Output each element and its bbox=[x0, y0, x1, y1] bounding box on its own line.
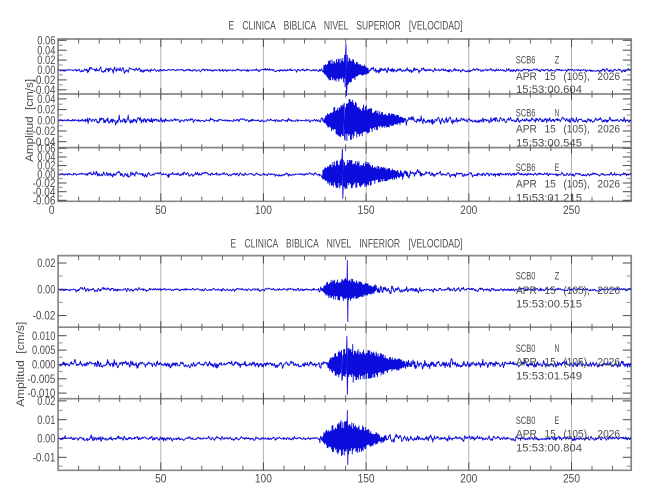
svg-text:15:53:00.545: 15:53:00.545 bbox=[516, 137, 582, 149]
svg-text:SCB6: SCB6 bbox=[516, 54, 536, 66]
svg-text:N: N bbox=[555, 107, 560, 119]
svg-text:0.04: 0.04 bbox=[37, 92, 55, 106]
svg-text:200: 200 bbox=[460, 471, 477, 485]
svg-text:Z: Z bbox=[555, 54, 560, 66]
svg-text:APR 15 (105), 2026: APR 15 (105), 2026 bbox=[516, 357, 620, 369]
svg-text:0.00: 0.00 bbox=[37, 167, 55, 181]
svg-text:SCB0: SCB0 bbox=[516, 415, 536, 427]
svg-text:Z: Z bbox=[555, 270, 560, 282]
svg-text:APR 15 (105), 2026: APR 15 (105), 2026 bbox=[516, 124, 620, 136]
svg-text:0.00: 0.00 bbox=[37, 63, 55, 77]
svg-text:0.04: 0.04 bbox=[37, 150, 55, 164]
svg-text:-0.02: -0.02 bbox=[33, 176, 56, 190]
svg-text:0.06: 0.06 bbox=[37, 141, 55, 155]
svg-text:15:53:00.804: 15:53:00.804 bbox=[516, 442, 582, 454]
svg-text:15:53:01.215: 15:53:01.215 bbox=[516, 193, 582, 205]
svg-text:15:53:00.604: 15:53:00.604 bbox=[516, 84, 582, 96]
svg-text:100: 100 bbox=[255, 203, 272, 217]
svg-text:150: 150 bbox=[358, 203, 375, 217]
svg-text:E: E bbox=[555, 162, 560, 174]
svg-text:200: 200 bbox=[460, 203, 477, 217]
svg-text:15:53:00.515: 15:53:00.515 bbox=[516, 299, 582, 311]
svg-text:0.005: 0.005 bbox=[32, 343, 56, 357]
svg-text:0.000: 0.000 bbox=[32, 358, 56, 372]
svg-text:SCB0: SCB0 bbox=[516, 270, 536, 282]
svg-text:100: 100 bbox=[255, 471, 272, 485]
svg-text:APR 15 (105), 2026: APR 15 (105), 2026 bbox=[516, 71, 620, 83]
svg-text:0.02: 0.02 bbox=[37, 159, 55, 173]
svg-text:SCB0: SCB0 bbox=[516, 343, 536, 355]
svg-text:0.04: 0.04 bbox=[37, 43, 55, 57]
svg-text:0.01: 0.01 bbox=[37, 413, 55, 427]
svg-text:-0.01: -0.01 bbox=[33, 450, 56, 464]
svg-text:SCB6: SCB6 bbox=[516, 107, 536, 119]
svg-text:-0.005: -0.005 bbox=[27, 372, 55, 386]
svg-text:E CLINICA BIBLICA NIVEL INFERI: E CLINICA BIBLICA NIVEL INFERIOR [VELOCI… bbox=[231, 239, 463, 251]
svg-text:0.00: 0.00 bbox=[37, 282, 55, 296]
svg-text:Amplitud [cm/s]: Amplitud [cm/s] bbox=[15, 322, 27, 407]
svg-text:0.00: 0.00 bbox=[37, 432, 55, 446]
svg-text:0.02: 0.02 bbox=[37, 103, 55, 117]
svg-text:APR 15 (105), 2026: APR 15 (105), 2026 bbox=[516, 429, 620, 441]
svg-text:0.02: 0.02 bbox=[37, 53, 55, 67]
svg-text:SCB6: SCB6 bbox=[516, 162, 536, 174]
svg-text:-0.04: -0.04 bbox=[33, 83, 56, 97]
svg-text:APR 15 (105), 2026: APR 15 (105), 2026 bbox=[516, 285, 620, 297]
svg-text:-0.010: -0.010 bbox=[27, 386, 55, 400]
svg-text:-0.02: -0.02 bbox=[33, 124, 56, 138]
svg-text:250: 250 bbox=[563, 203, 580, 217]
svg-text:E: E bbox=[555, 415, 560, 427]
svg-text:0.010: 0.010 bbox=[32, 329, 56, 343]
svg-text:-0.06: -0.06 bbox=[33, 193, 56, 207]
svg-text:50: 50 bbox=[155, 203, 167, 217]
svg-text:15:53:01.549: 15:53:01.549 bbox=[516, 370, 582, 382]
svg-text:0.02: 0.02 bbox=[37, 256, 55, 270]
svg-text:0: 0 bbox=[49, 203, 55, 217]
svg-text:N: N bbox=[555, 343, 560, 355]
svg-text:150: 150 bbox=[358, 471, 375, 485]
svg-text:-0.02: -0.02 bbox=[33, 309, 56, 323]
svg-text:-0.02: -0.02 bbox=[33, 73, 56, 87]
svg-text:0.02: 0.02 bbox=[37, 394, 55, 408]
svg-text:0.00: 0.00 bbox=[37, 113, 55, 127]
svg-text:-0.04: -0.04 bbox=[33, 185, 56, 199]
svg-text:-0.04: -0.04 bbox=[33, 135, 56, 149]
svg-text:0.06: 0.06 bbox=[37, 33, 55, 47]
svg-text:50: 50 bbox=[155, 471, 167, 485]
svg-text:Amplitud [cm/s]: Amplitud [cm/s] bbox=[24, 79, 36, 162]
svg-text:APR 15 (105), 2026: APR 15 (105), 2026 bbox=[516, 179, 620, 191]
svg-text:E CLINICA BIBLICA NIVEL SUPERI: E CLINICA BIBLICA NIVEL SUPERIOR [VELOCI… bbox=[229, 21, 463, 33]
svg-text:250: 250 bbox=[563, 471, 580, 485]
